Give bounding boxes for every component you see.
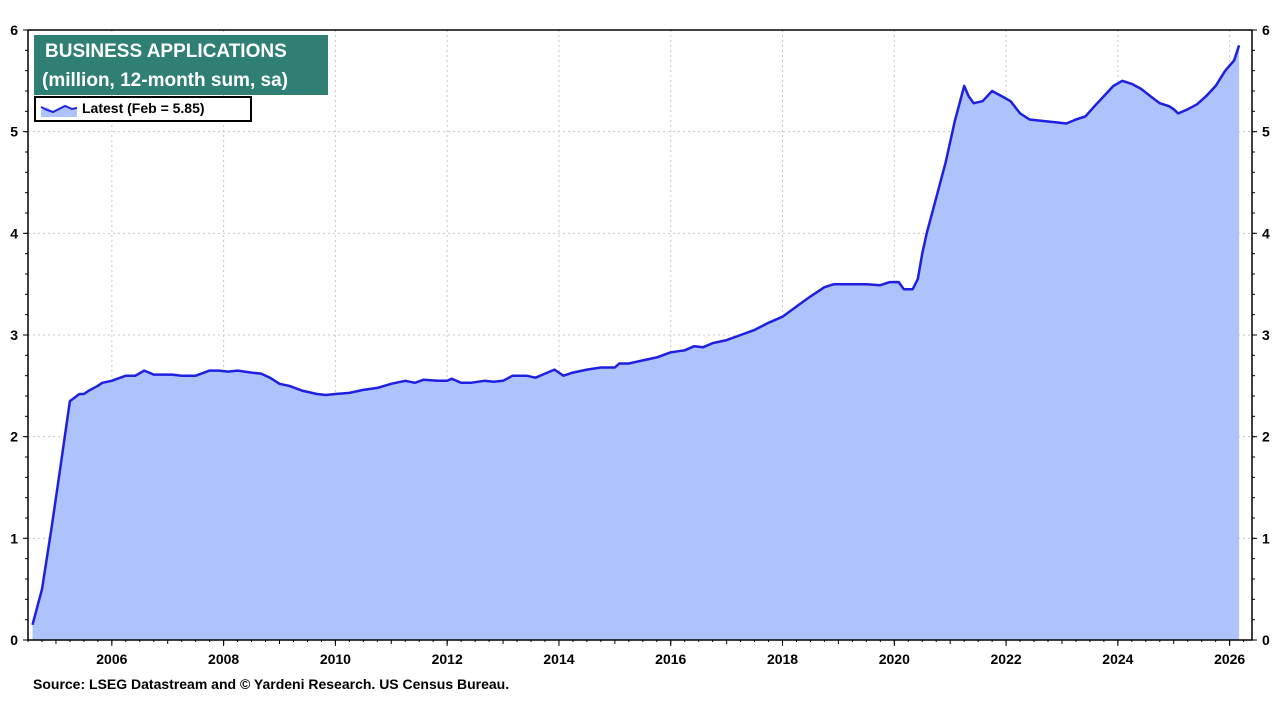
legend: Latest (Feb = 5.85) (34, 96, 252, 122)
y-tick-label-left: 0 (10, 632, 18, 648)
y-tick-label-right: 0 (1262, 632, 1270, 648)
legend-label: Latest (Feb = 5.85) (82, 100, 205, 116)
x-tick-label: 2016 (655, 651, 686, 667)
y-tick-label-left: 2 (10, 429, 18, 445)
x-tick-label: 2024 (1102, 651, 1133, 667)
x-tick-label: 2022 (991, 651, 1022, 667)
x-tick-label: 2014 (543, 651, 574, 667)
y-tick-label-left: 4 (10, 225, 18, 241)
x-tick-label: 2010 (320, 651, 351, 667)
x-tick-label: 2026 (1214, 651, 1245, 667)
tick-labels: 0 0 1 1 2 2 3 3 4 4 5 5 6 6 2006 2008 2010 2012 2014 2016 20… (10, 22, 1270, 667)
y-tick-label-right: 4 (1262, 225, 1270, 241)
y-tick-label-right: 2 (1262, 429, 1270, 445)
ticks (23, 29, 1257, 646)
x-tick-label: 2018 (767, 651, 798, 667)
y-tick-label-right: 3 (1262, 327, 1270, 343)
y-tick-label-right: 5 (1262, 124, 1270, 140)
y-tick-label-left: 3 (10, 327, 18, 343)
chart-subtitle: (million, 12-month sum, sa) (42, 70, 288, 91)
legend-swatch-icon (40, 104, 78, 117)
series-line (31, 44, 1241, 626)
y-tick-label-left: 5 (10, 124, 18, 140)
x-tick-label: 2006 (96, 651, 127, 667)
y-tick-label-right: 6 (1262, 22, 1270, 38)
x-tick-label: 2012 (432, 651, 463, 667)
chart-title-box: BUSINESS APPLICATIONS (million, 12-month… (34, 35, 328, 95)
x-tick-label: 2008 (208, 651, 239, 667)
chart-title: BUSINESS APPLICATIONS (45, 41, 287, 62)
y-tick-label-right: 1 (1262, 530, 1270, 546)
y-tick-label-left: 6 (10, 22, 18, 38)
series-area (32, 45, 1240, 641)
x-tick-label: 2020 (879, 651, 910, 667)
y-tick-label-left: 1 (10, 530, 18, 546)
source-note: Source: LSEG Datastream and © Yardeni Re… (33, 676, 510, 692)
